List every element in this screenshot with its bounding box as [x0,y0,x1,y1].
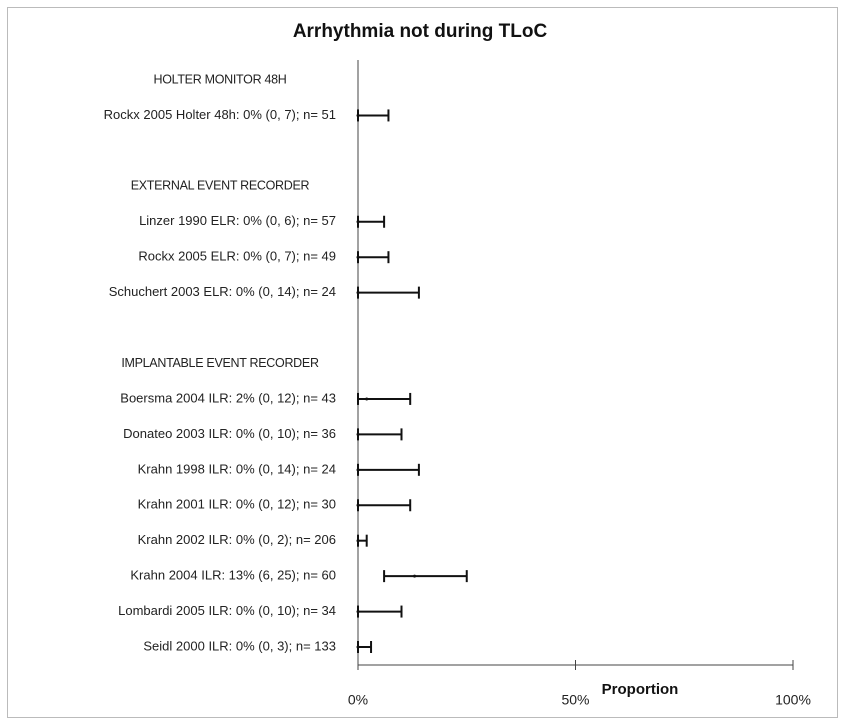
chart-title: Arrhythmia not during TLoC [293,21,548,42]
row-label: Boersma 2004 ILR: 2% (0, 12); n= 43 [120,390,336,405]
row-label: Krahn 2001 ILR: 0% (0, 12); n= 30 [138,497,336,512]
point-estimate [356,468,360,472]
row-label: Seidl 2000 ILR: 0% (0, 3); n= 133 [143,638,336,653]
point-estimate [413,574,417,578]
error-bar [383,570,468,583]
point-estimate [356,539,360,543]
row-label: Linzer 1990 ELR: 0% (0, 6); n= 57 [139,213,336,228]
x-tick-label: 50% [561,692,589,708]
point-estimate [356,645,360,649]
point-estimate [356,503,360,507]
row-label: Donateo 2003 ILR: 0% (0, 10); n= 36 [123,426,336,441]
point-estimate [356,255,360,259]
row-label: Krahn 1998 ILR: 0% (0, 14); n= 24 [138,461,336,476]
row-label: Rockx 2005 Holter 48h: 0% (0, 7); n= 51 [104,107,336,122]
row-label: Krahn 2002 ILR: 0% (0, 2); n= 206 [138,532,336,547]
group-header: IMPLANTABLE EVENT RECORDER [121,356,319,370]
chart-frame [7,7,838,718]
x-tick-label: 0% [348,692,368,708]
x-tick-label: 100% [775,692,811,708]
row-label: Schuchert 2003 ELR: 0% (0, 14); n= 24 [109,284,336,299]
point-estimate [365,397,369,401]
row-label: Krahn 2004 ILR: 13% (6, 25); n= 60 [130,568,336,583]
group-header: HOLTER MONITOR 48H [153,72,286,86]
row-label: Lombardi 2005 ILR: 0% (0, 10); n= 34 [118,603,336,618]
group-header: EXTERNAL EVENT RECORDER [131,179,310,193]
x-axis-label: Proportion [602,681,679,698]
point-estimate [356,113,360,117]
point-estimate [356,610,360,614]
point-estimate [356,220,360,224]
point-estimate [356,432,360,436]
row-label: Rockx 2005 ELR: 0% (0, 7); n= 49 [138,249,336,264]
point-estimate [356,291,360,295]
